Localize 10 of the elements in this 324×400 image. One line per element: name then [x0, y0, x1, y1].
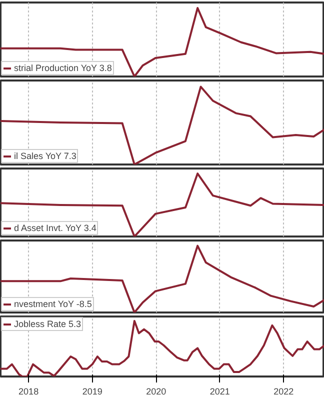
x-tick-label: 2021 — [210, 386, 230, 396]
legend-label: Jobless Rate 5.3 — [14, 319, 82, 329]
x-tick-label: 2022 — [274, 386, 294, 396]
legend-label: d Asset Invt. YoY 3.4 — [14, 223, 96, 233]
legend-label: nvestment YoY -8.5 — [14, 299, 92, 309]
legend-label: strial Production YoY 3.8 — [14, 63, 112, 73]
x-tick-label: 2018 — [18, 386, 39, 396]
legend-label: il Sales YoY 7.3 — [14, 151, 76, 161]
x-tick-label: 2019 — [82, 386, 102, 396]
x-tick-label: 2020 — [146, 386, 166, 396]
